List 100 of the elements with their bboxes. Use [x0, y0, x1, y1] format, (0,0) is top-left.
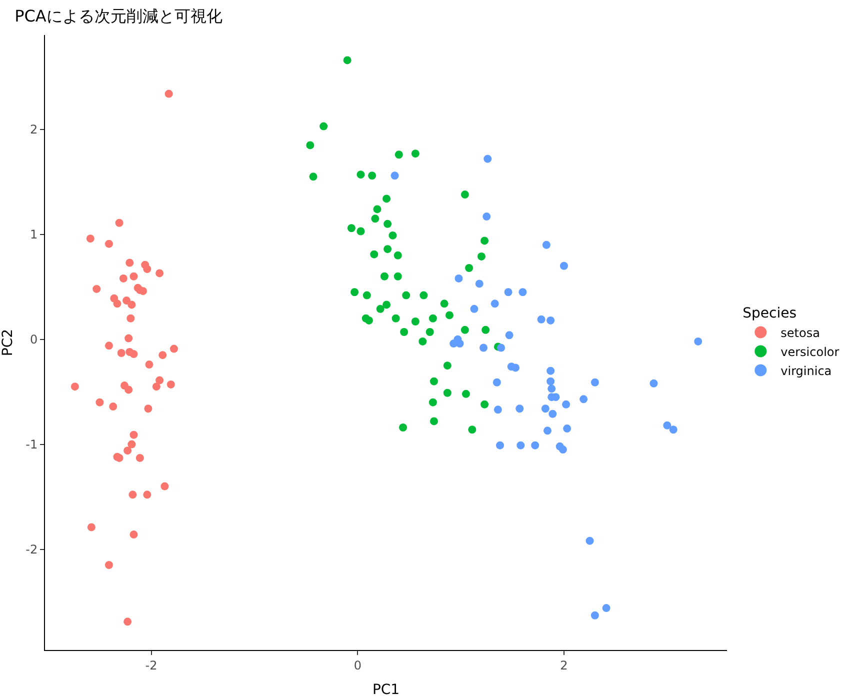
point [465, 264, 474, 272]
point [443, 362, 452, 370]
point [356, 227, 365, 236]
point [516, 441, 525, 450]
point [117, 348, 126, 357]
legend-label: versicolor [780, 344, 840, 359]
point [497, 344, 506, 352]
point [546, 316, 555, 324]
point [548, 384, 556, 393]
point [411, 318, 420, 326]
point [388, 231, 397, 240]
point [306, 141, 314, 150]
point [394, 251, 402, 260]
y-tick-label: 2 [30, 122, 38, 137]
point [428, 398, 437, 406]
point [373, 205, 382, 214]
point [443, 388, 452, 397]
point [477, 252, 486, 260]
point [543, 426, 552, 435]
point [394, 150, 403, 159]
point [152, 382, 160, 391]
point [482, 326, 490, 334]
point [87, 523, 96, 532]
point [669, 426, 678, 434]
point [156, 269, 164, 278]
point [104, 342, 113, 350]
point [562, 400, 570, 408]
point [384, 220, 392, 228]
chart-title: PCAによる次元削減と可視化 [14, 6, 222, 26]
point [390, 172, 399, 180]
point [128, 490, 137, 499]
point [370, 250, 378, 258]
point [124, 334, 133, 342]
y-tick-label: -1 [26, 438, 38, 452]
point [384, 245, 392, 254]
x-tick-label: 2 [560, 658, 568, 672]
legend-label: virginica [780, 364, 832, 378]
y-tick-label: 0 [30, 332, 38, 347]
point [420, 291, 428, 300]
point [309, 172, 318, 181]
point [141, 260, 150, 269]
point [482, 212, 491, 221]
point [347, 224, 356, 232]
point [145, 360, 154, 369]
point [166, 380, 175, 388]
point [368, 172, 376, 180]
point [320, 122, 328, 130]
point [402, 291, 410, 300]
point [124, 446, 132, 455]
point [496, 441, 504, 450]
y-tick-label: 1 [30, 228, 38, 242]
point [456, 340, 464, 348]
point [380, 272, 388, 280]
point [411, 150, 420, 158]
point [130, 530, 138, 539]
legend-title: Species [742, 306, 797, 322]
point [418, 337, 427, 346]
point [128, 440, 136, 448]
point [505, 331, 514, 340]
point [104, 560, 113, 569]
point [124, 618, 132, 626]
point [128, 300, 136, 309]
point [462, 390, 470, 398]
point [356, 170, 365, 179]
x-axis-title: PC1 [372, 682, 400, 698]
point [122, 296, 131, 305]
point [542, 240, 550, 249]
point [445, 311, 454, 320]
point [454, 274, 463, 282]
point [86, 234, 94, 243]
point [504, 288, 512, 296]
point [158, 351, 167, 360]
point [480, 344, 488, 352]
x-tick-label: 0 [354, 658, 362, 672]
point [113, 300, 122, 308]
point [541, 404, 550, 413]
point [531, 441, 540, 450]
point [92, 284, 101, 293]
point [143, 490, 152, 499]
point [394, 272, 402, 280]
point [590, 378, 599, 386]
point [400, 328, 408, 336]
point [139, 287, 148, 296]
point [156, 376, 164, 384]
point [104, 240, 113, 248]
point [109, 402, 118, 411]
point [480, 236, 489, 245]
point [650, 379, 658, 388]
point [516, 404, 524, 413]
point [382, 194, 391, 203]
point [494, 406, 502, 414]
point [580, 395, 588, 404]
point [468, 426, 476, 434]
point [430, 417, 438, 426]
point [144, 404, 152, 413]
point [160, 482, 169, 490]
point [119, 274, 128, 282]
point [426, 328, 434, 336]
point [126, 258, 134, 267]
x-tick-label: -2 [145, 658, 158, 672]
